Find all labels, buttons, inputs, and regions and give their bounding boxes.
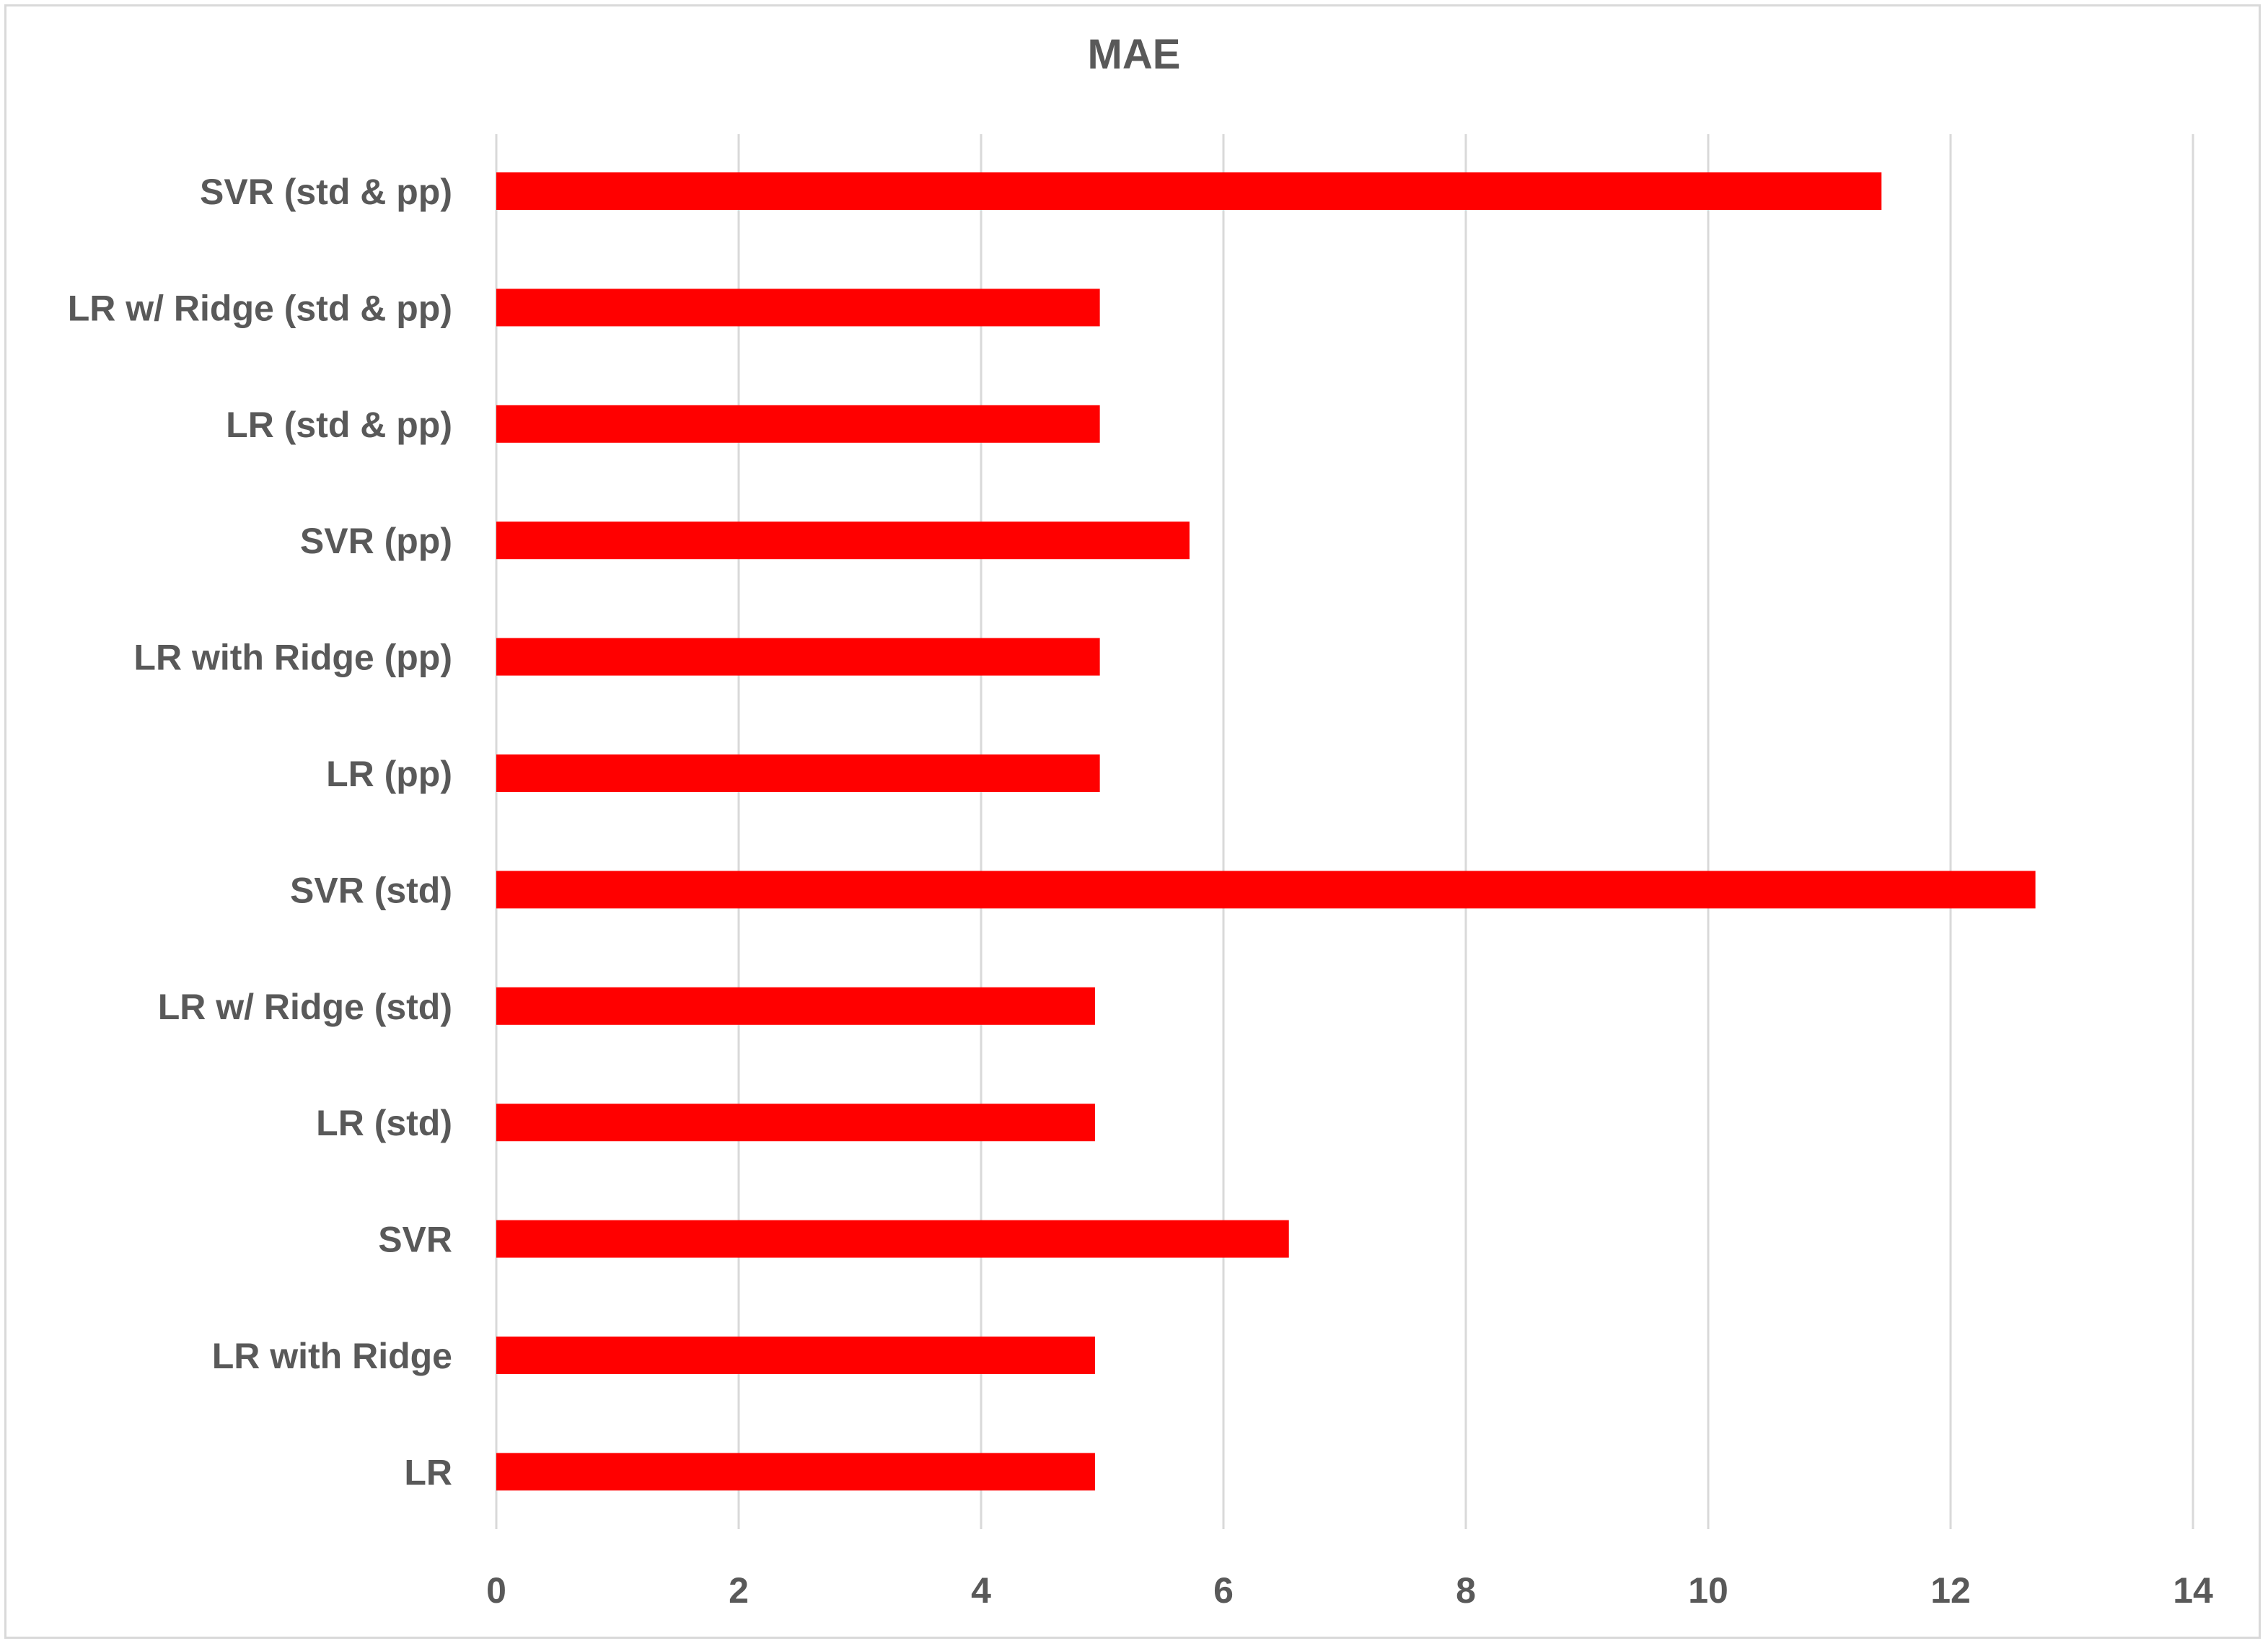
bar-10 bbox=[496, 1337, 1095, 1374]
chart-frame bbox=[4, 4, 2261, 1639]
category-label-8: LR (std) bbox=[316, 1103, 452, 1143]
category-label-4: LR with Ridge (pp) bbox=[133, 638, 452, 678]
x-tick-label-7: 14 bbox=[2173, 1570, 2213, 1611]
category-label-10: LR with Ridge bbox=[212, 1336, 452, 1376]
bar-11 bbox=[496, 1453, 1095, 1491]
category-label-9: SVR bbox=[378, 1220, 452, 1260]
bar-6 bbox=[496, 871, 2036, 909]
x-tick-label-0: 0 bbox=[486, 1570, 506, 1611]
x-tick-label-2: 4 bbox=[971, 1570, 991, 1611]
category-label-0: SVR (std & pp) bbox=[200, 172, 452, 212]
category-label-3: SVR (pp) bbox=[300, 521, 452, 561]
category-label-2: LR (std & pp) bbox=[226, 405, 452, 445]
bar-4 bbox=[496, 638, 1100, 676]
category-label-7: LR w/ Ridge (std) bbox=[158, 987, 452, 1027]
category-label-1: LR w/ Ridge (std & pp) bbox=[68, 288, 452, 328]
category-label-5: LR (pp) bbox=[326, 754, 452, 794]
bar-7 bbox=[496, 987, 1095, 1025]
bar-3 bbox=[496, 521, 1190, 560]
bar-2 bbox=[496, 405, 1100, 443]
bar-0 bbox=[496, 172, 1882, 210]
bar-9 bbox=[496, 1220, 1289, 1258]
bar-8 bbox=[496, 1104, 1095, 1142]
x-tick-label-5: 10 bbox=[1688, 1570, 1728, 1611]
bar-1 bbox=[496, 289, 1100, 327]
chart-title: MAE bbox=[1087, 31, 1181, 78]
category-label-11: LR bbox=[404, 1452, 452, 1492]
x-tick-label-3: 6 bbox=[1213, 1570, 1234, 1611]
x-tick-label-6: 12 bbox=[1930, 1570, 1971, 1611]
x-tick-label-4: 8 bbox=[1456, 1570, 1476, 1611]
bar-5 bbox=[496, 754, 1100, 792]
category-label-6: SVR (std) bbox=[290, 870, 452, 910]
x-tick-label-1: 2 bbox=[729, 1570, 749, 1611]
